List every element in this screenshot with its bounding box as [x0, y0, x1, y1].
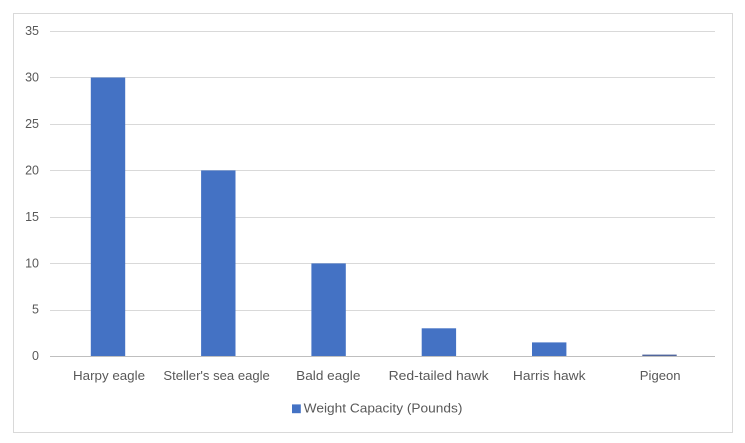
- svg-text:Weight Capacity (Pounds): Weight Capacity (Pounds): [304, 402, 463, 416]
- svg-text:25: 25: [25, 117, 39, 131]
- svg-text:15: 15: [25, 210, 39, 224]
- svg-text:Red-tailed hawk: Red-tailed hawk: [389, 369, 490, 383]
- svg-text:Harpy eagle: Harpy eagle: [73, 369, 145, 383]
- svg-text:Steller's sea eagle: Steller's sea eagle: [163, 369, 270, 383]
- svg-text:30: 30: [25, 70, 39, 84]
- svg-text:35: 35: [25, 24, 39, 38]
- svg-text:0: 0: [32, 349, 39, 363]
- svg-text:Pigeon: Pigeon: [640, 369, 681, 383]
- svg-text:20: 20: [25, 163, 39, 177]
- svg-text:Bald eagle: Bald eagle: [296, 369, 360, 383]
- svg-text:Harris hawk: Harris hawk: [513, 369, 586, 383]
- svg-text:5: 5: [32, 303, 39, 317]
- svg-text:10: 10: [25, 256, 39, 270]
